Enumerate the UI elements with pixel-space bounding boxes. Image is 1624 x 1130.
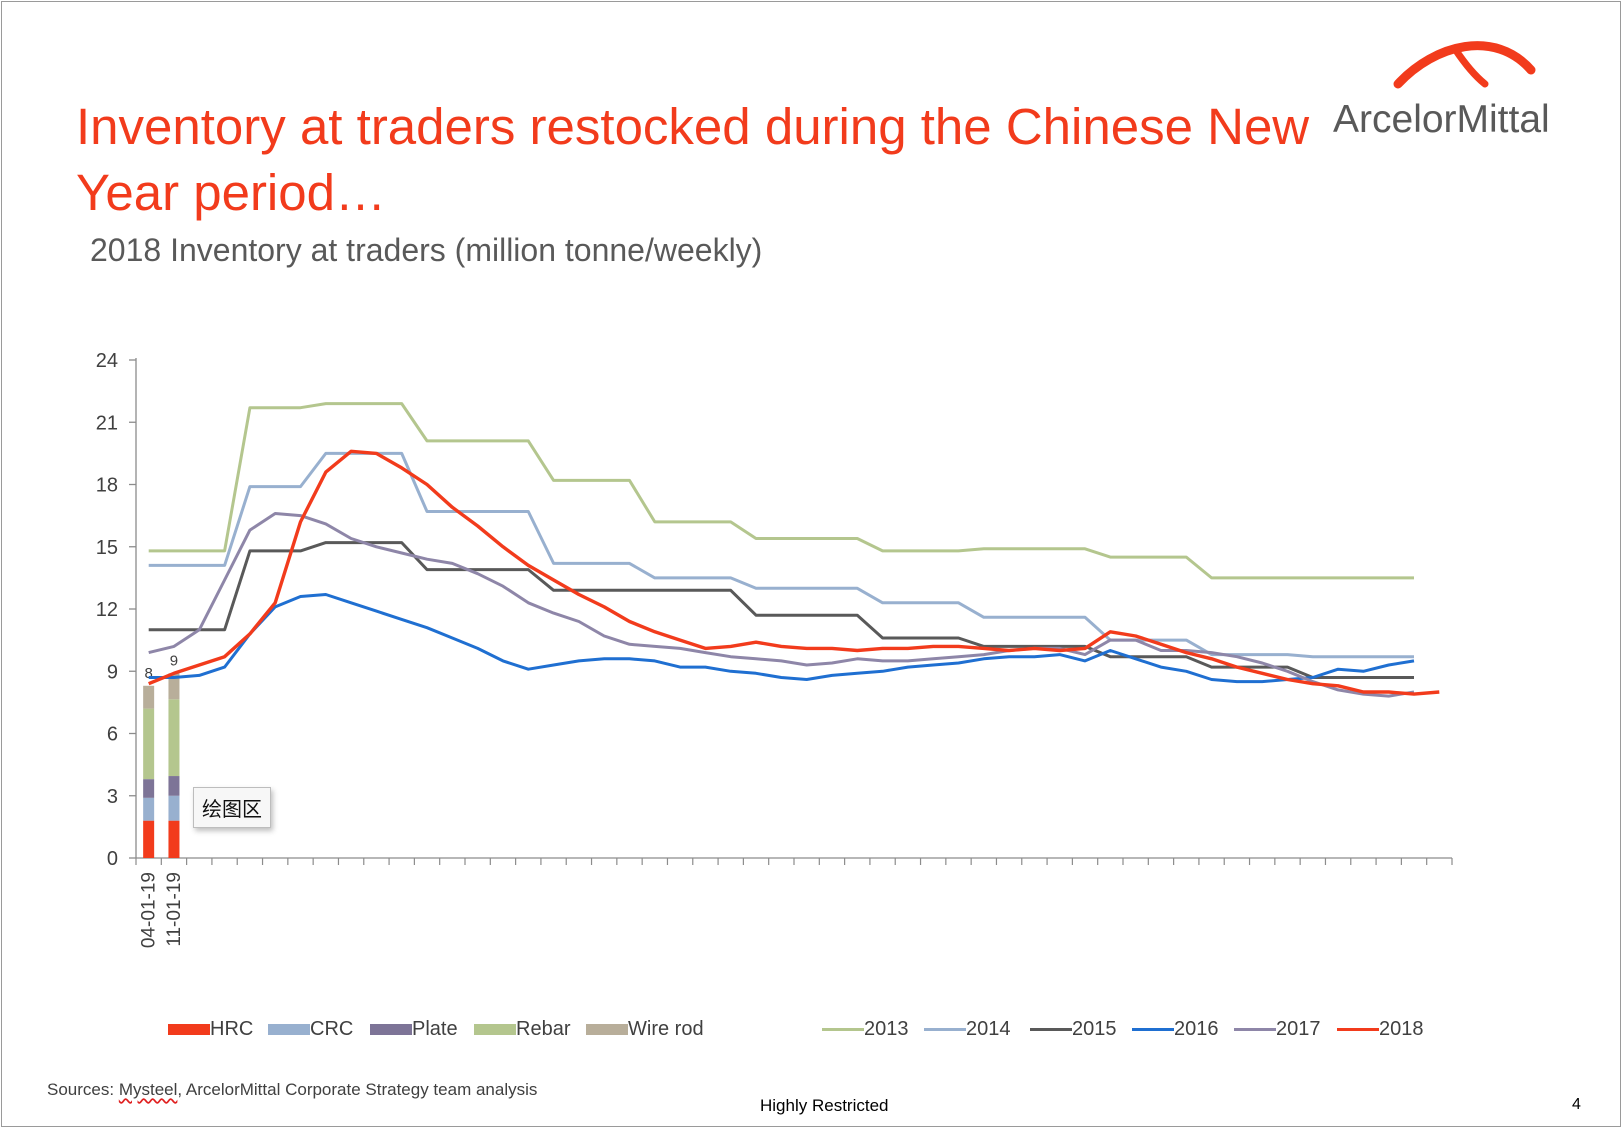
sources-note: Sources: Mysteel, ArcelorMittal Corporat… bbox=[47, 1080, 537, 1100]
slide-title: Inventory at traders restocked during th… bbox=[76, 98, 1310, 221]
y-tick-label: 6 bbox=[107, 724, 118, 746]
legend-label-wire-rod: Wire rod bbox=[628, 1018, 704, 1040]
legend-item-wire-rod: Wire rod bbox=[586, 1018, 704, 1041]
legend-label-2013: 2013 bbox=[864, 1018, 909, 1040]
y-tick-label: 0 bbox=[107, 848, 118, 870]
legend-swatch-plate bbox=[370, 1024, 412, 1035]
series-line-2013 bbox=[148, 402, 1414, 580]
legend-swatch-rebar bbox=[474, 1024, 516, 1035]
y-tick-label: 24 bbox=[96, 350, 118, 372]
legend-item-rebar: Rebar bbox=[474, 1018, 570, 1041]
legend-item-2016: 2016 bbox=[1132, 1018, 1219, 1041]
legend-label-2014: 2014 bbox=[966, 1018, 1011, 1040]
chart-title: 2018 Inventory at traders (million tonne… bbox=[90, 232, 763, 268]
legend-swatch-crc bbox=[268, 1024, 310, 1035]
legend-swatch-2017 bbox=[1234, 1028, 1276, 1031]
page-number: 4 bbox=[1572, 1096, 1581, 1113]
x-category-label: 11-01-19 bbox=[164, 872, 185, 947]
legend-item-crc: CRC bbox=[268, 1018, 353, 1041]
bar-segment-wire-rod bbox=[168, 673, 180, 700]
sources-rest: , ArcelorMittal Corporate Strategy team … bbox=[177, 1080, 538, 1099]
logo-text: ArcelorMittal bbox=[1333, 98, 1550, 141]
classification-label: Highly Restricted bbox=[760, 1096, 889, 1115]
bar-segment-rebar bbox=[168, 699, 180, 777]
y-tick-label: 15 bbox=[96, 537, 118, 559]
legend-item-2014: 2014 bbox=[924, 1018, 1011, 1041]
y-tick-label: 18 bbox=[96, 475, 118, 497]
bar-total-label: 9 bbox=[170, 652, 178, 669]
legend-item-2013: 2013 bbox=[822, 1018, 909, 1041]
series-line-2014 bbox=[148, 451, 1414, 659]
legend-item-2015: 2015 bbox=[1030, 1018, 1117, 1041]
legend-item-hrc: HRC bbox=[168, 1018, 253, 1041]
bar-segment-hrc bbox=[143, 820, 155, 858]
series-line-2018 bbox=[148, 449, 1440, 696]
legend-swatch-hrc bbox=[168, 1024, 210, 1035]
legend-label-rebar: Rebar bbox=[516, 1018, 571, 1040]
legend-label-crc: CRC bbox=[310, 1018, 354, 1040]
legend-swatch-2013 bbox=[822, 1028, 864, 1031]
legend-label-2017: 2017 bbox=[1276, 1018, 1321, 1040]
legend-label-2016: 2016 bbox=[1174, 1018, 1219, 1040]
bar-segment-hrc bbox=[168, 820, 180, 858]
bar-segment-wire-rod bbox=[143, 685, 155, 709]
arcelormittal-logo: ArcelorMittal bbox=[1325, 34, 1595, 144]
bar-segment-crc bbox=[168, 795, 180, 821]
series-line-2017 bbox=[148, 512, 1415, 698]
legend-swatch-2016 bbox=[1132, 1028, 1174, 1031]
y-tick-label: 12 bbox=[96, 599, 118, 621]
legend-swatch-2018 bbox=[1337, 1028, 1379, 1031]
legend-item-plate: Plate bbox=[370, 1018, 458, 1041]
x-category-label: 04-01-19 bbox=[139, 872, 160, 948]
legend-swatch-2014 bbox=[924, 1028, 966, 1031]
legend-label-2018: 2018 bbox=[1379, 1018, 1424, 1040]
sources-mysteel: Mysteel bbox=[118, 1080, 178, 1099]
bar-total-label: 8 bbox=[144, 665, 152, 682]
y-tick-label: 21 bbox=[96, 412, 118, 434]
bar-segment-plate bbox=[143, 779, 155, 798]
inventory-chart: 0 3 6 9 12 15 18 21 24 8 04-01-19 9 11-01-19 bbox=[96, 350, 1453, 948]
legend-label-hrc: HRC bbox=[210, 1018, 254, 1040]
legend-swatch-2015 bbox=[1030, 1028, 1072, 1031]
legend-item-2017: 2017 bbox=[1234, 1018, 1321, 1041]
plot-area-tooltip: 绘图区 bbox=[193, 787, 271, 828]
y-tick-label: 9 bbox=[107, 661, 118, 683]
legend-label-2015: 2015 bbox=[1072, 1018, 1117, 1040]
legend-swatch-wire-rod bbox=[586, 1024, 628, 1035]
chart-legend: HRC CRC Plate Rebar Wire rod 2013 2014 2… bbox=[0, 1018, 1624, 1048]
series-line-2016 bbox=[148, 593, 1415, 684]
bar-segment-crc bbox=[143, 797, 155, 821]
logo-arc-icon bbox=[1393, 41, 1536, 89]
sources-prefix: Sources: bbox=[47, 1080, 119, 1099]
legend-label-plate: Plate bbox=[412, 1018, 458, 1040]
legend-item-2018: 2018 bbox=[1337, 1018, 1424, 1041]
series-line-2015 bbox=[148, 541, 1414, 679]
bar-segment-rebar bbox=[143, 708, 155, 780]
y-tick-label: 3 bbox=[107, 786, 118, 808]
bar-segment-plate bbox=[168, 776, 180, 796]
